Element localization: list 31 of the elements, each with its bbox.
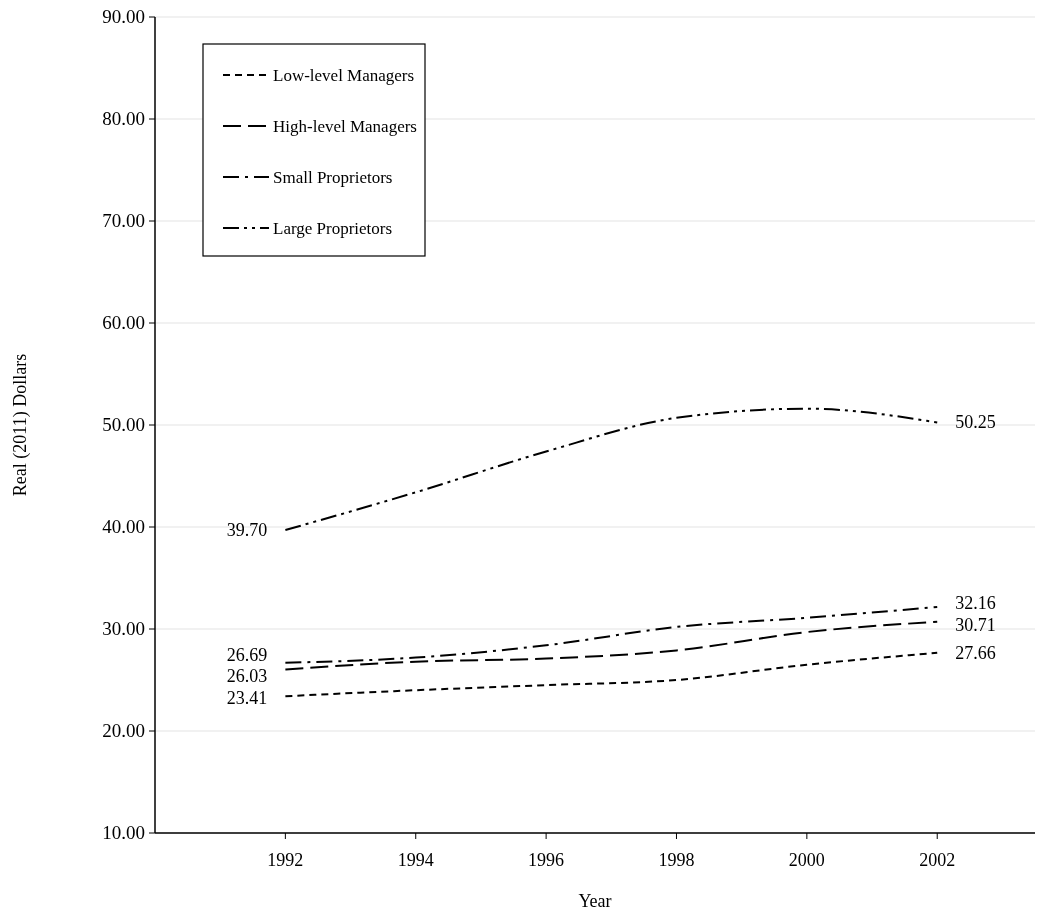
data-label: 50.25 [955, 412, 996, 433]
y-tick-label: 50.00 [102, 414, 145, 435]
data-label: 26.03 [226, 665, 268, 686]
data-label: 23.41 [226, 687, 268, 708]
x-tick-label: 2000 [788, 850, 825, 870]
x-tick-label: 1998 [658, 850, 695, 870]
y-tick-label: 40.00 [102, 516, 145, 537]
y-tick-label: 20.00 [102, 720, 145, 741]
line-series [284, 651, 939, 698]
y-tick-label: 80.00 [102, 108, 145, 129]
data-label: 39.70 [226, 520, 268, 541]
data-label: 30.71 [955, 615, 996, 636]
y-tick-label: 90.00 [102, 6, 145, 27]
y-axis-title: Real (2011) Dollars [10, 353, 31, 497]
x-tick-label: 1996 [528, 850, 565, 870]
data-label: 26.69 [226, 645, 268, 666]
legend-label: Low-level Managers [273, 66, 415, 85]
y-tick-label: 10.00 [102, 822, 145, 843]
x-axis-title: Year [578, 891, 612, 911]
legend-label: Large Proprietors [273, 219, 393, 238]
y-tick-label: 30.00 [102, 618, 145, 639]
x-tick-label: 1992 [267, 850, 304, 870]
line-series [284, 407, 939, 532]
data-label: 32.16 [955, 593, 996, 614]
legend-label: Small Proprietors [273, 168, 393, 187]
y-tick-label: 60.00 [102, 312, 145, 333]
data-label: 27.66 [955, 642, 996, 663]
x-tick-label: 2002 [919, 850, 956, 870]
legend-label: High-level Managers [273, 117, 417, 136]
y-tick-label: 70.00 [102, 210, 145, 231]
x-tick-label: 1994 [397, 850, 434, 870]
